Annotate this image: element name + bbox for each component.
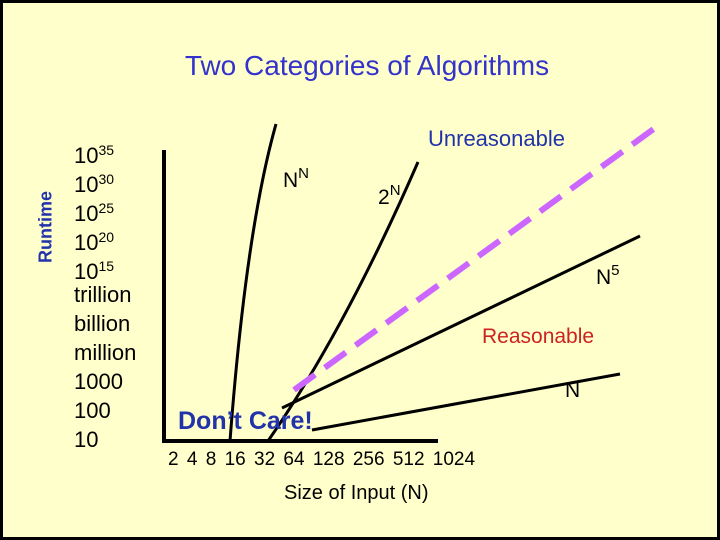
- y-tick-base: 1000: [74, 369, 123, 394]
- annotation-unreasonable: Unreasonable: [428, 126, 565, 151]
- x-tick-label: 1024: [432, 449, 476, 470]
- x-tick-label: 64: [283, 449, 305, 470]
- series-label-nn-base: N: [283, 169, 299, 192]
- y-tick-label: trillion: [74, 282, 131, 308]
- annotation-dont-care: Don’t Care!: [178, 407, 313, 435]
- x-tick-label: 2: [168, 449, 179, 470]
- y-tick-base: 10: [74, 143, 99, 168]
- chart-title: Two Categories of Algorithms: [184, 50, 550, 81]
- series-line-dashed: [292, 125, 657, 393]
- x-axis-label: Size of Input (N): [284, 482, 429, 504]
- series-label-n5-base: N: [596, 266, 612, 289]
- series-label-n5: N5: [596, 262, 620, 290]
- y-tick-label: billion: [74, 311, 130, 337]
- y-tick-exponent: 15: [98, 258, 115, 274]
- x-tick-label: 128: [312, 449, 345, 470]
- y-tick-base: 10: [74, 201, 99, 226]
- y-tick-base: 10: [74, 427, 99, 452]
- x-tick-label: 512: [392, 449, 425, 470]
- series-curve-nn: [228, 123, 278, 442]
- y-tick-base: 10: [74, 259, 99, 284]
- annotation-reasonable: Reasonable: [482, 325, 595, 348]
- x-tick-label: 8: [205, 449, 217, 470]
- y-tick-label: 1020: [74, 224, 114, 256]
- y-tick-label: 1000: [74, 369, 123, 395]
- series-curve-2n: [266, 161, 420, 442]
- x-tick-label: 16: [224, 449, 246, 470]
- x-tick-label: 4: [186, 449, 198, 470]
- y-tick-label: 1025: [74, 195, 114, 227]
- series-label-n: N: [565, 379, 581, 402]
- y-tick-exponent: 20: [98, 229, 115, 245]
- series-label-n5-exp: 5: [611, 262, 620, 279]
- x-tick-label: 32: [254, 449, 276, 470]
- series-line-n: [311, 372, 621, 432]
- y-tick-base: 100: [74, 398, 111, 423]
- series-label-nn: NN: [283, 165, 309, 193]
- y-tick-label: 100: [74, 398, 111, 424]
- x-axis-ticks: 2 4 8 16 32 64 128 256 512 1024: [168, 449, 475, 471]
- y-tick-label: 10: [74, 427, 98, 453]
- y-tick-base: million: [74, 340, 137, 365]
- y-tick-base: billion: [74, 311, 131, 336]
- y-tick-exponent: 25: [98, 200, 115, 216]
- series-line-n5: [281, 234, 641, 410]
- series-label-2n: 2N: [378, 182, 401, 210]
- series-label-nn-exp: N: [298, 165, 310, 182]
- y-tick-base: 10: [74, 172, 99, 197]
- y-tick-exponent: 35: [98, 142, 115, 158]
- y-tick-label: 1030: [74, 166, 114, 198]
- series-label-2n-base: 2: [378, 186, 390, 209]
- series-label-2n-exp: N: [389, 182, 401, 199]
- y-tick-exponent: 30: [98, 171, 115, 187]
- y-tick-label: 1035: [74, 137, 114, 169]
- y-tick-base: trillion: [74, 282, 132, 307]
- x-tick-label: 256: [352, 449, 385, 470]
- slide-background: [3, 3, 717, 537]
- y-tick-label: 1015: [74, 253, 114, 285]
- y-tick-label: million: [74, 340, 136, 366]
- y-tick-base: 10: [74, 230, 99, 255]
